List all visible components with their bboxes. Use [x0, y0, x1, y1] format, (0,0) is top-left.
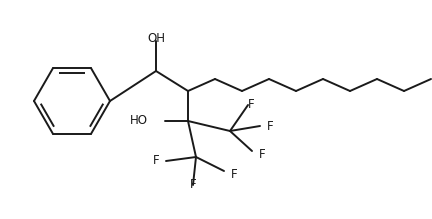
Text: F: F	[248, 98, 254, 111]
Text: F: F	[267, 120, 273, 132]
Text: HO: HO	[130, 115, 148, 127]
Text: F: F	[259, 148, 266, 161]
Text: F: F	[152, 154, 159, 168]
Text: OH: OH	[147, 32, 165, 45]
Text: F: F	[231, 168, 238, 180]
Text: F: F	[190, 178, 196, 191]
